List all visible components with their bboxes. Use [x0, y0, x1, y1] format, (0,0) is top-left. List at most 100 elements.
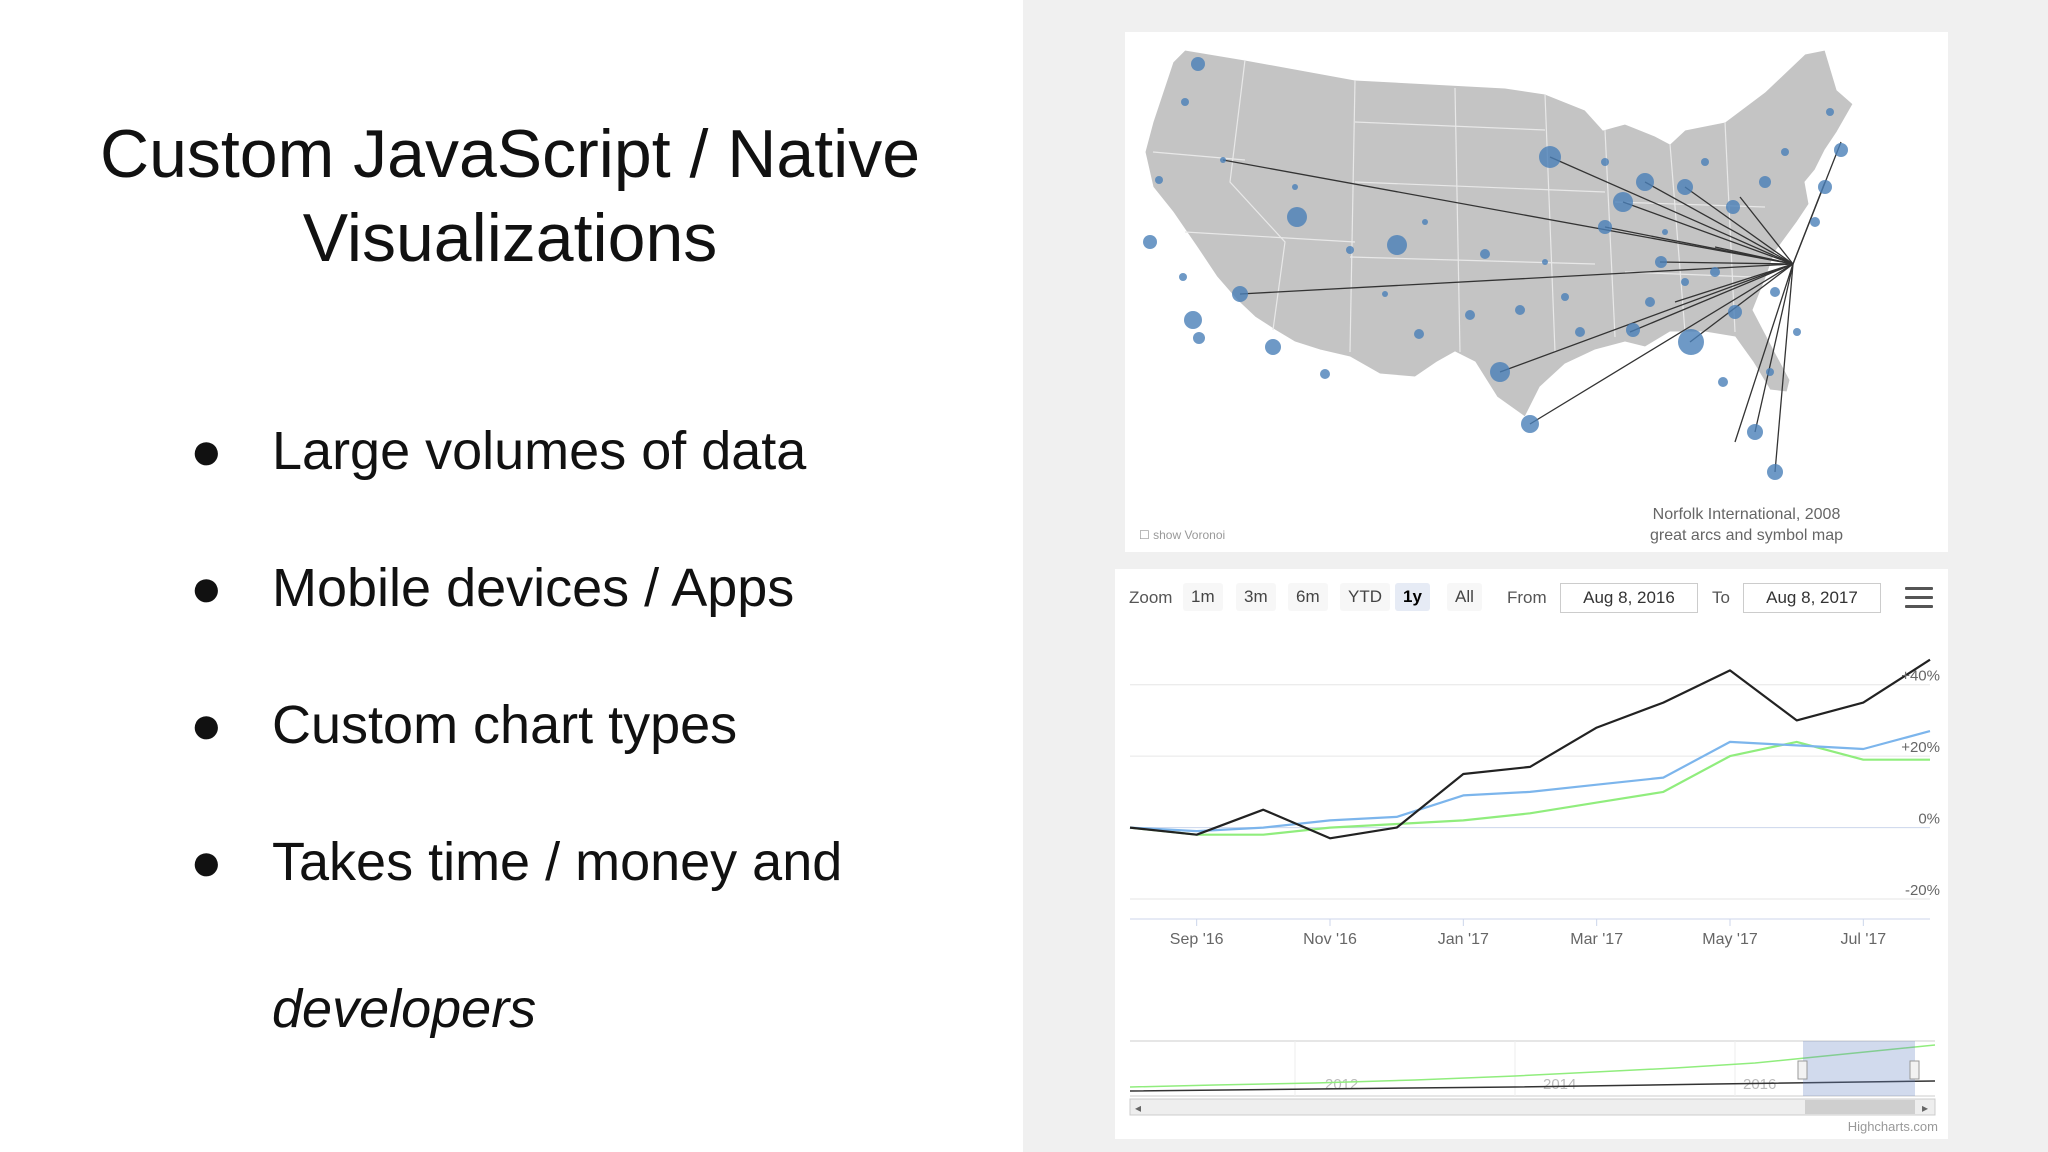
series-lines: [1129, 658, 1931, 840]
series-line: [1129, 740, 1930, 836]
airport-symbol: [1747, 424, 1763, 440]
stock-chart-panel: Zoom 1m 3m 6m YTD 1y All From Aug 8, 201…: [1115, 569, 1948, 1139]
airport-symbol: [1677, 179, 1693, 195]
bullet-dot-icon: ●: [190, 421, 223, 481]
airport-symbol: [1287, 207, 1307, 227]
navigator-selection[interactable]: [1803, 1041, 1915, 1096]
scroll-left-arrow-icon[interactable]: ◂: [1135, 1101, 1141, 1115]
airport-symbol: [1681, 278, 1689, 286]
zoom-button-6m[interactable]: 6m: [1288, 583, 1328, 611]
navigator-year-label: 2012: [1325, 1076, 1358, 1093]
airport-symbol: [1575, 327, 1585, 337]
map-caption: Norfolk International, 2008 great arcs a…: [1650, 504, 1843, 546]
us-map-svg: [1143, 49, 1854, 480]
airport-symbol: [1636, 173, 1654, 191]
airport-symbol: [1387, 235, 1407, 255]
airport-symbol: [1726, 200, 1740, 214]
bullet-text: Large volumes of data: [272, 421, 807, 481]
airport-symbol: [1181, 98, 1189, 106]
airport-symbol: [1422, 219, 1428, 225]
x-tick-label: May '17: [1702, 931, 1758, 948]
navigator-handle-right[interactable]: [1909, 1060, 1920, 1080]
airport-symbol: [1539, 146, 1561, 168]
airport-symbol: [1193, 332, 1205, 344]
us-map-land: [1144, 49, 1854, 418]
y-tick-labels: +40% +20% 0% -20%: [1901, 668, 1940, 899]
navigator-series: [1129, 1080, 1936, 1092]
airport-symbol: [1598, 220, 1612, 234]
slide-title-line-2: Visualizations: [302, 200, 718, 276]
airport-symbol: [1728, 305, 1742, 319]
airport-symbol: [1414, 329, 1424, 339]
zoom-button-ytd[interactable]: YTD: [1340, 583, 1390, 611]
map-caption-title: Norfolk International, 2008: [1652, 506, 1841, 523]
slide-left-pane: Custom JavaScript / Native Visualization…: [0, 0, 1023, 1152]
airport-symbol: [1767, 464, 1783, 480]
airport-symbol: [1220, 157, 1226, 163]
airport-symbol: [1655, 256, 1667, 268]
navigator-series: [1129, 1044, 1936, 1088]
highcharts-credit[interactable]: Highcharts.com: [1847, 1119, 1938, 1134]
hamburger-menu-icon[interactable]: [1905, 587, 1933, 609]
airport-symbol: [1561, 293, 1569, 301]
to-date-input[interactable]: Aug 8, 2017: [1743, 583, 1881, 613]
airport-symbol: [1601, 158, 1609, 166]
airport-symbol: [1465, 310, 1475, 320]
airport-symbol: [1678, 329, 1704, 355]
x-tick-label: Nov '16: [1303, 931, 1357, 948]
airport-symbol: [1155, 176, 1163, 184]
series-line: [1129, 658, 1931, 840]
zoom-button-3m[interactable]: 3m: [1236, 583, 1276, 611]
from-date-input[interactable]: Aug 8, 2016: [1560, 583, 1698, 613]
zoom-button-1m[interactable]: 1m: [1183, 583, 1223, 611]
airport-symbol: [1718, 377, 1728, 387]
x-tick-label: Jul '17: [1840, 931, 1886, 948]
show-voronoi-toggle[interactable]: ☐ show Voronoi: [1139, 528, 1225, 542]
airport-symbol: [1292, 184, 1298, 190]
airport-symbol: [1179, 273, 1187, 281]
airport-symbol: [1710, 267, 1720, 277]
navigator-year-label: 2016: [1743, 1076, 1776, 1093]
airport-symbol: [1191, 57, 1205, 71]
airport-symbol: [1320, 369, 1330, 379]
x-tick-labels: Sep '16 Nov '16 Jan '17 Mar '17 May '17 Jul '…: [1130, 918, 1930, 948]
flight-arcs: [1222, 141, 1842, 473]
airport-symbol: [1834, 143, 1848, 157]
x-tick-label: Mar '17: [1570, 931, 1623, 948]
y-tick-label: 0%: [1918, 811, 1940, 828]
airport-symbol: [1480, 249, 1490, 259]
bullet-dot-icon: ●: [190, 695, 223, 755]
navigator-handle-left[interactable]: [1797, 1060, 1808, 1080]
bullet-text: Takes time / money and: [272, 832, 843, 892]
bullet-text: Mobile devices / Apps: [272, 558, 795, 618]
from-label: From: [1507, 588, 1547, 607]
airport-symbol: [1143, 235, 1157, 249]
navigator-scrollbar[interactable]: [1129, 1098, 1936, 1116]
airport-symbol: [1265, 339, 1281, 355]
airport-symbol: [1626, 323, 1640, 337]
airport-symbol: [1184, 311, 1202, 329]
bullet-dot-icon: ●: [190, 832, 223, 892]
y-tick-label: +20%: [1901, 739, 1940, 756]
airport-symbol: [1346, 246, 1354, 254]
airport-symbol: [1490, 362, 1510, 382]
show-voronoi-label: show Voronoi: [1153, 528, 1226, 542]
zoom-button-all[interactable]: All: [1447, 583, 1482, 611]
state-borders: [1152, 59, 1766, 353]
scroll-right-arrow-icon[interactable]: ▸: [1922, 1101, 1928, 1115]
zoom-button-1y[interactable]: 1y: [1395, 583, 1430, 611]
to-label: To: [1712, 588, 1730, 607]
navigator[interactable]: 2012 2014 2016 ◂ ▸: [1129, 1040, 1936, 1116]
map-caption-subtitle: great arcs and symbol map: [1650, 527, 1843, 544]
airport-symbol: [1818, 180, 1832, 194]
airport-symbol: [1701, 158, 1709, 166]
series-line: [1129, 730, 1931, 833]
airport-symbol: [1613, 192, 1633, 212]
x-tick-label: Sep '16: [1170, 931, 1224, 948]
navigator-year-label: 2014: [1543, 1076, 1576, 1093]
slide-title-line-1: Custom JavaScript / Native: [99, 116, 921, 192]
airport-symbol: [1781, 148, 1789, 156]
airport-symbol: [1826, 108, 1834, 116]
y-tick-label: +40%: [1901, 668, 1940, 685]
scrollbar-thumb[interactable]: [1805, 1100, 1915, 1114]
